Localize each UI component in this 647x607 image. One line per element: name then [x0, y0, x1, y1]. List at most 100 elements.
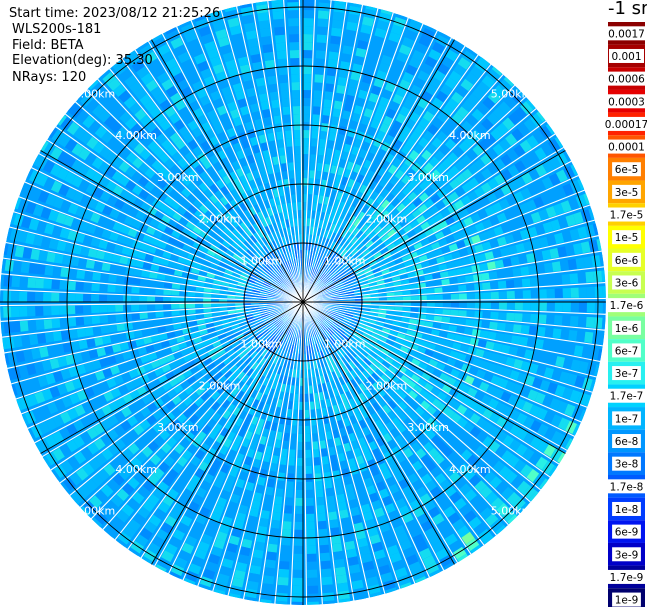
ppi-cell	[293, 345, 297, 354]
ppi-cell	[250, 340, 259, 348]
ppi-cell	[397, 365, 407, 374]
ppi-cell	[132, 512, 146, 526]
ppi-cell	[170, 164, 181, 175]
ppi-cell	[123, 96, 137, 109]
ppi-cell	[219, 298, 228, 302]
ppi-cell	[283, 513, 292, 522]
ppi-cell	[186, 375, 197, 385]
ppi-cell	[310, 409, 316, 418]
ppi-cell	[258, 375, 265, 384]
ppi-cell	[366, 485, 377, 495]
ppi-cell	[281, 253, 287, 262]
ppi-cell	[277, 265, 283, 273]
ppi-cell	[152, 410, 164, 421]
ppi-cell	[161, 214, 171, 224]
ppi-cell	[162, 382, 173, 392]
ppi-cell	[377, 398, 387, 408]
ppi-cell	[490, 291, 499, 299]
ppi-cell	[194, 408, 204, 418]
ray-gap-line	[75, 101, 304, 303]
ppi-cell	[434, 345, 444, 353]
ppi-cell	[577, 316, 587, 328]
ppi-cell	[94, 125, 108, 139]
ppi-cell	[155, 386, 166, 396]
ppi-cell	[131, 59, 145, 73]
ppi-cell	[244, 356, 253, 365]
ppi-cell	[8, 178, 20, 192]
ppi-cell	[321, 322, 328, 330]
ppi-cell	[259, 357, 266, 366]
ppi-cell	[144, 181, 156, 192]
ppi-cell	[400, 374, 410, 384]
ppi-cell	[260, 510, 270, 520]
ppi-cell	[462, 336, 472, 344]
ppi-cell	[425, 460, 437, 472]
ppi-cell	[166, 145, 178, 157]
ppi-cell	[469, 426, 481, 438]
ppi-cell	[177, 157, 188, 169]
ppi-cell	[506, 290, 515, 299]
ppi-cell	[79, 131, 93, 145]
ray-gap-line	[302, 301, 355, 601]
ppi-cell	[394, 524, 406, 536]
ppi-cell	[335, 566, 347, 576]
ppi-cell	[437, 391, 448, 401]
ppi-cell	[102, 94, 116, 107]
ppi-cell	[531, 90, 546, 105]
ppi-cell	[363, 511, 374, 522]
ppi-cell	[426, 288, 435, 294]
ppi-cell	[176, 357, 186, 366]
ppi-cell	[244, 313, 253, 318]
ppi-cell	[200, 215, 210, 224]
ppi-cell	[340, 393, 347, 403]
ppi-cell	[155, 296, 164, 302]
ppi-cell	[292, 98, 300, 107]
ppi-cell	[237, 234, 246, 243]
ppi-cell	[342, 45, 354, 55]
ppi-cell	[320, 552, 331, 562]
ppi-cell	[435, 473, 447, 485]
ppi-cell	[30, 187, 42, 201]
ppi-cell	[145, 193, 156, 204]
ppi-cell	[221, 217, 230, 226]
ppi-cell	[178, 126, 190, 137]
ppi-cell	[38, 120, 51, 135]
ppi-cell	[75, 206, 86, 218]
ppi-cell	[177, 256, 187, 264]
ppi-cell	[252, 267, 261, 274]
ppi-cell	[250, 103, 260, 113]
ppi-cell	[91, 315, 101, 325]
ppi-cell	[59, 427, 71, 440]
ppi-cell	[327, 503, 337, 513]
ppi-cell	[382, 529, 394, 541]
ppi-cell	[91, 360, 102, 370]
ppi-cell	[192, 262, 202, 269]
ppi-cell	[132, 491, 145, 505]
ppi-cell	[125, 152, 138, 164]
ppi-cell	[147, 371, 157, 381]
ppi-cell	[317, 26, 328, 36]
ppi-cell	[190, 350, 200, 359]
ppi-cell	[258, 366, 265, 375]
ppi-cell	[442, 286, 451, 293]
ppi-cell	[175, 182, 186, 193]
ppi-cell	[120, 434, 132, 446]
ppi-cell	[152, 198, 163, 209]
ppi-cell	[46, 251, 56, 263]
ppi-cell	[448, 540, 462, 553]
ppi-cell	[139, 527, 153, 541]
ppi-cell	[335, 485, 344, 496]
ppi-cell	[51, 292, 60, 302]
ppi-cell	[142, 262, 152, 270]
ppi-cell	[459, 344, 470, 353]
ppi-cell	[177, 425, 188, 436]
ppi-cell	[195, 18, 209, 30]
ppi-cell	[237, 282, 246, 287]
ppi-cell	[311, 425, 317, 434]
ppi-cell	[345, 363, 353, 372]
ppi-cell	[97, 109, 111, 123]
ppi-cell	[513, 279, 523, 288]
ppi-cell	[275, 266, 282, 274]
ppi-cell	[352, 315, 361, 320]
ppi-cell	[55, 212, 67, 225]
